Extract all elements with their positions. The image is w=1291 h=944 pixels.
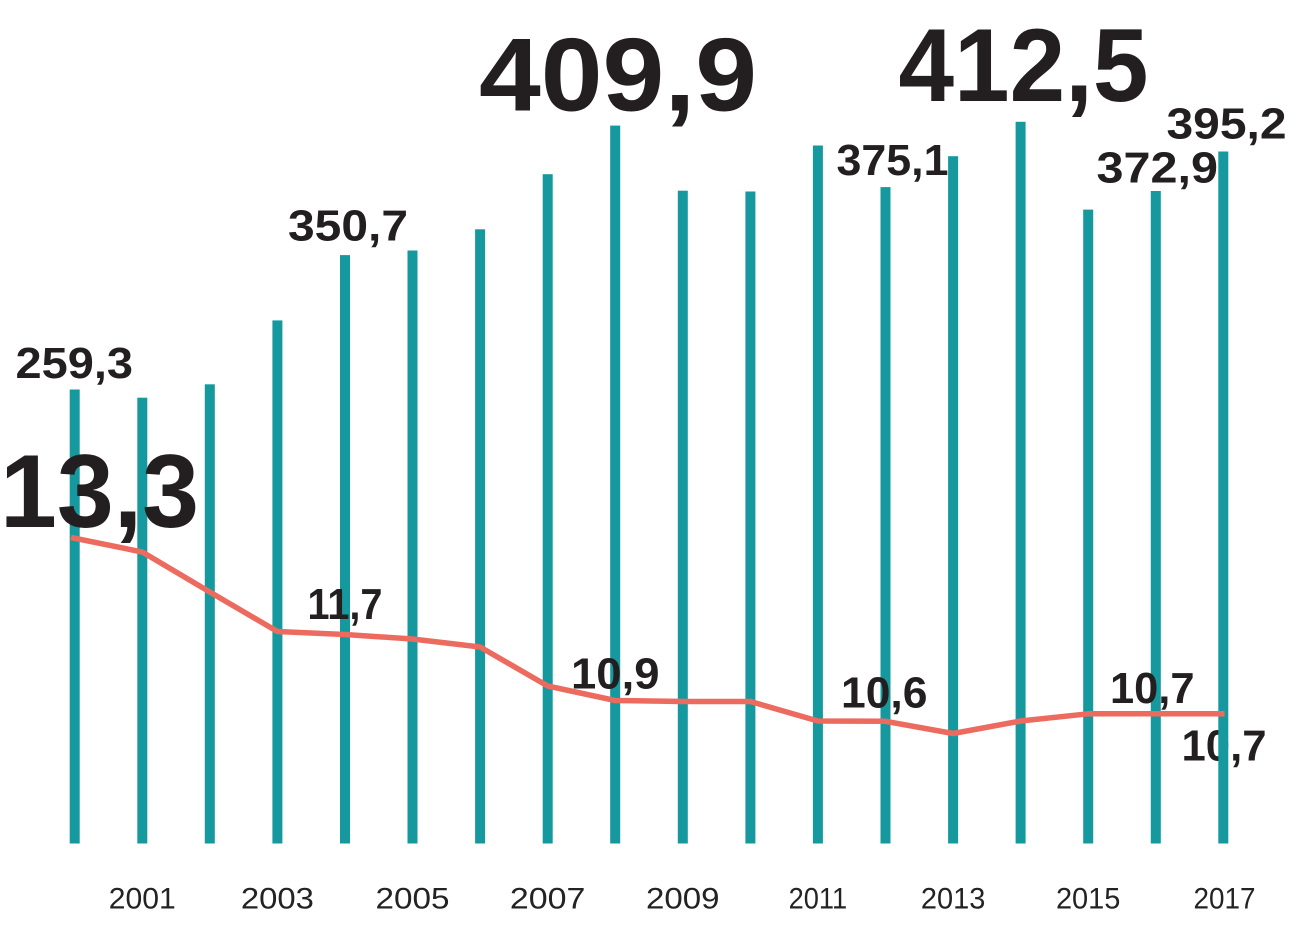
- svg-text:13,3: 13,3: [0, 434, 199, 550]
- svg-text:409,9: 409,9: [479, 18, 757, 134]
- svg-text:10,9: 10,9: [571, 649, 660, 698]
- svg-text:2015: 2015: [1056, 882, 1121, 915]
- svg-text:2003: 2003: [241, 882, 314, 915]
- svg-text:259,3: 259,3: [16, 339, 134, 388]
- svg-text:2013: 2013: [921, 882, 986, 915]
- svg-text:10,7: 10,7: [1110, 664, 1195, 713]
- svg-text:372,9: 372,9: [1097, 143, 1219, 192]
- svg-text:375,1: 375,1: [837, 136, 949, 185]
- svg-text:350,7: 350,7: [288, 201, 408, 250]
- svg-text:2011: 2011: [789, 882, 848, 915]
- svg-text:2009: 2009: [646, 882, 720, 915]
- svg-text:2005: 2005: [376, 882, 450, 915]
- svg-text:2001: 2001: [109, 882, 176, 915]
- svg-text:10,6: 10,6: [841, 668, 928, 717]
- svg-text:2007: 2007: [510, 882, 586, 915]
- svg-text:412,5: 412,5: [899, 8, 1149, 124]
- svg-text:395,2: 395,2: [1167, 99, 1287, 148]
- svg-text:2017: 2017: [1194, 882, 1256, 915]
- svg-text:11,7: 11,7: [308, 580, 383, 629]
